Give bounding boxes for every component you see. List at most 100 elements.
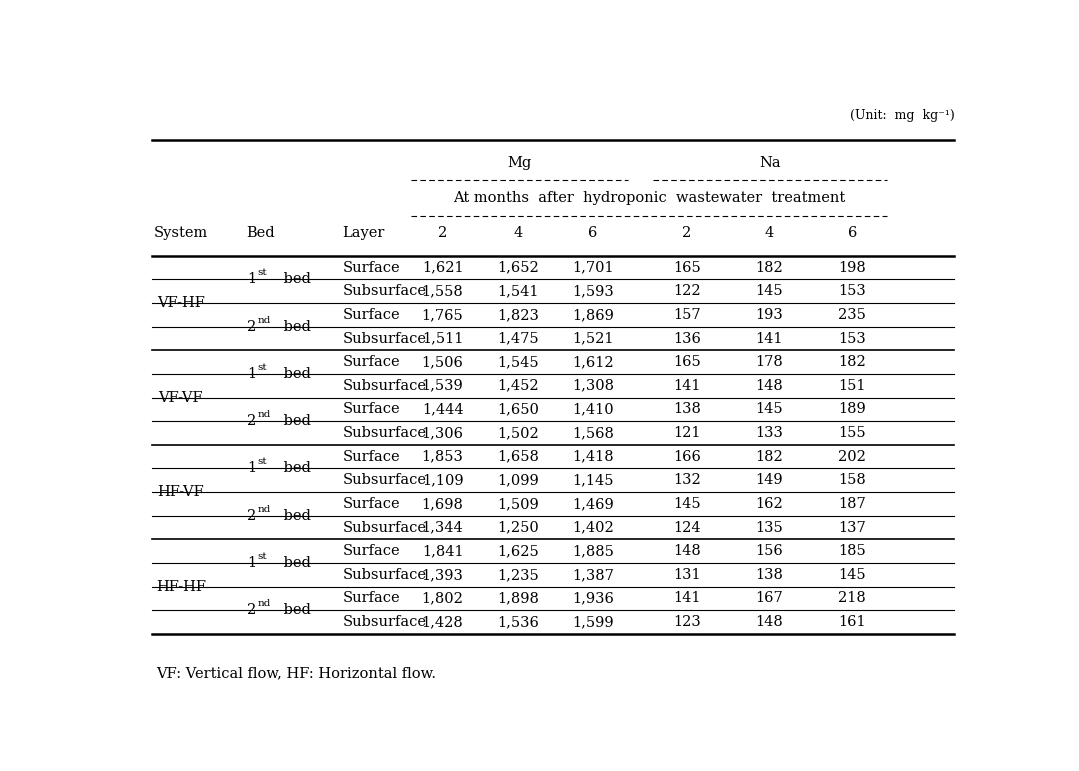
Text: Subsurface: Subsurface [342, 473, 426, 487]
Text: 1,593: 1,593 [572, 284, 614, 298]
Text: 138: 138 [673, 402, 700, 416]
Text: Subsurface: Subsurface [342, 284, 426, 298]
Text: HF-VF: HF-VF [158, 485, 204, 499]
Text: 1,521: 1,521 [572, 332, 614, 345]
Text: 148: 148 [755, 379, 782, 392]
Text: 156: 156 [755, 544, 782, 558]
Text: 1,765: 1,765 [422, 308, 464, 322]
Text: Surface: Surface [342, 355, 400, 369]
Text: Mg: Mg [507, 156, 532, 170]
Text: 149: 149 [755, 473, 782, 487]
Text: 2: 2 [247, 414, 256, 428]
Text: 1,558: 1,558 [422, 284, 464, 298]
Text: 1,402: 1,402 [572, 520, 614, 534]
Text: bed: bed [278, 604, 311, 618]
Text: Bed: Bed [246, 226, 275, 240]
Text: Layer: Layer [342, 226, 384, 240]
Text: 1,625: 1,625 [497, 544, 538, 558]
Text: At months  after  hydroponic  wastewater  treatment: At months after hydroponic wastewater tr… [453, 191, 845, 205]
Text: 4: 4 [514, 226, 522, 240]
Text: 145: 145 [755, 284, 782, 298]
Text: 1,802: 1,802 [422, 591, 464, 605]
Text: VF-VF: VF-VF [159, 391, 203, 405]
Text: 1,235: 1,235 [497, 568, 538, 582]
Text: 1,841: 1,841 [422, 544, 463, 558]
Text: 1,469: 1,469 [572, 497, 614, 511]
Text: st: st [258, 552, 268, 561]
Text: bed: bed [278, 367, 311, 381]
Text: bed: bed [278, 556, 311, 570]
Text: Subsurface: Subsurface [342, 615, 426, 629]
Text: 182: 182 [755, 449, 782, 463]
Text: 1,823: 1,823 [497, 308, 538, 322]
Text: nd: nd [258, 315, 271, 325]
Text: Surface: Surface [342, 449, 400, 463]
Text: 145: 145 [673, 497, 700, 511]
Text: 1: 1 [247, 272, 256, 286]
Text: 1,612: 1,612 [572, 355, 614, 369]
Text: 1,701: 1,701 [572, 261, 614, 274]
Text: 6: 6 [588, 226, 598, 240]
Text: 145: 145 [755, 402, 782, 416]
Text: 1,898: 1,898 [497, 591, 538, 605]
Text: nd: nd [258, 599, 271, 608]
Text: bed: bed [278, 509, 311, 523]
Text: 1,869: 1,869 [572, 308, 614, 322]
Text: 182: 182 [755, 261, 782, 274]
Text: Subsurface: Subsurface [342, 426, 426, 440]
Text: Subsurface: Subsurface [342, 520, 426, 534]
Text: bed: bed [278, 272, 311, 286]
Text: 1,344: 1,344 [422, 520, 464, 534]
Text: 1,511: 1,511 [422, 332, 463, 345]
Text: 202: 202 [838, 449, 866, 463]
Text: HF-HF: HF-HF [155, 580, 206, 594]
Text: 155: 155 [838, 426, 866, 440]
Text: 161: 161 [838, 615, 866, 629]
Text: 1,621: 1,621 [422, 261, 463, 274]
Text: 122: 122 [673, 284, 700, 298]
Text: 2: 2 [682, 226, 692, 240]
Text: 137: 137 [838, 520, 866, 534]
Text: 6: 6 [848, 226, 857, 240]
Text: 1,536: 1,536 [497, 615, 538, 629]
Text: 2: 2 [247, 509, 256, 523]
Text: 1,506: 1,506 [422, 355, 464, 369]
Text: 151: 151 [838, 379, 866, 392]
Text: 131: 131 [673, 568, 700, 582]
Text: 1,393: 1,393 [422, 568, 464, 582]
Text: 2: 2 [247, 320, 256, 334]
Text: 1,418: 1,418 [572, 449, 614, 463]
Text: 1,308: 1,308 [572, 379, 614, 392]
Text: 1,452: 1,452 [497, 379, 538, 392]
Text: 2: 2 [247, 604, 256, 618]
Text: Surface: Surface [342, 261, 400, 274]
Text: 141: 141 [673, 379, 700, 392]
Text: 182: 182 [838, 355, 866, 369]
Text: VF-HF: VF-HF [156, 296, 205, 310]
Text: 1,885: 1,885 [572, 544, 614, 558]
Text: 1,698: 1,698 [422, 497, 464, 511]
Text: 193: 193 [755, 308, 782, 322]
Text: Surface: Surface [342, 591, 400, 605]
Text: 198: 198 [838, 261, 866, 274]
Text: 1,502: 1,502 [497, 426, 538, 440]
Text: 153: 153 [838, 332, 866, 345]
Text: 148: 148 [673, 544, 700, 558]
Text: bed: bed [278, 320, 311, 334]
Text: Subsurface: Subsurface [342, 332, 426, 345]
Text: Surface: Surface [342, 308, 400, 322]
Text: 1,545: 1,545 [497, 355, 538, 369]
Text: 1,936: 1,936 [572, 591, 614, 605]
Text: 1,541: 1,541 [497, 284, 538, 298]
Text: 1,568: 1,568 [572, 426, 614, 440]
Text: 138: 138 [755, 568, 782, 582]
Text: 1,387: 1,387 [572, 568, 614, 582]
Text: 158: 158 [838, 473, 866, 487]
Text: 1,652: 1,652 [497, 261, 538, 274]
Text: 1,509: 1,509 [497, 497, 538, 511]
Text: 1,410: 1,410 [572, 402, 614, 416]
Text: 1,658: 1,658 [497, 449, 538, 463]
Text: VF: Vertical flow, HF: Horizontal flow.: VF: Vertical flow, HF: Horizontal flow. [155, 666, 436, 680]
Text: 178: 178 [755, 355, 782, 369]
Text: 166: 166 [673, 449, 700, 463]
